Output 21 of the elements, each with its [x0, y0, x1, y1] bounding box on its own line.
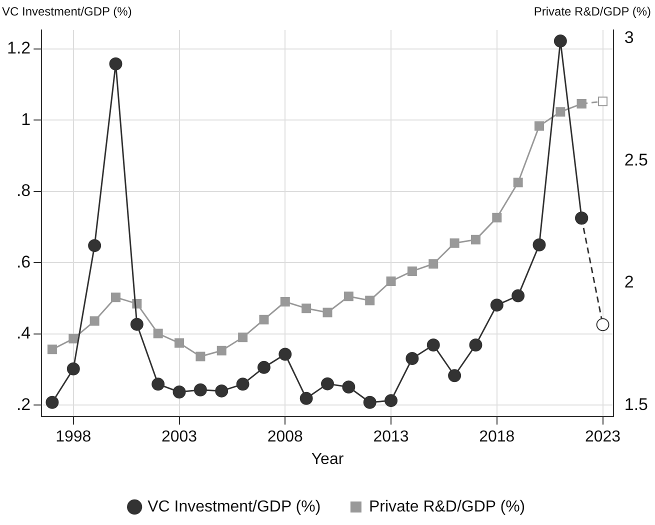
y2-tick-label: 1.5 — [624, 394, 648, 414]
x-axis-title: Year — [311, 450, 344, 468]
y-tick-label: .2 — [16, 394, 31, 414]
x-tick-label: 2008 — [267, 428, 304, 446]
x-tick-label: 2018 — [479, 428, 515, 446]
x-tick-label: 2023 — [584, 428, 621, 446]
y-axis-title: VC Investment/GDP (%) — [2, 4, 132, 18]
y2-tick-label: 3 — [624, 28, 634, 48]
y-tick-label: .6 — [16, 252, 31, 272]
y-tick-label: 1 — [21, 110, 31, 129]
x-tick-label: 2003 — [161, 428, 198, 446]
y2-tick-label: 2 — [624, 272, 634, 292]
legend-label: VC Investment/GDP (%) — [148, 498, 321, 516]
legend-label: Private R&D/GDP (%) — [368, 498, 526, 516]
y-tick-label: .8 — [16, 181, 31, 200]
y2-axis-title: Private R&D/GDP (%) — [534, 4, 651, 18]
x-tick-label: 1998 — [56, 428, 92, 446]
y2-tick-label: 2.5 — [624, 150, 648, 170]
y-tick-label: .4 — [16, 324, 31, 343]
x-tick-label: 2013 — [373, 428, 409, 446]
y-tick-label: 1.2 — [6, 38, 31, 58]
